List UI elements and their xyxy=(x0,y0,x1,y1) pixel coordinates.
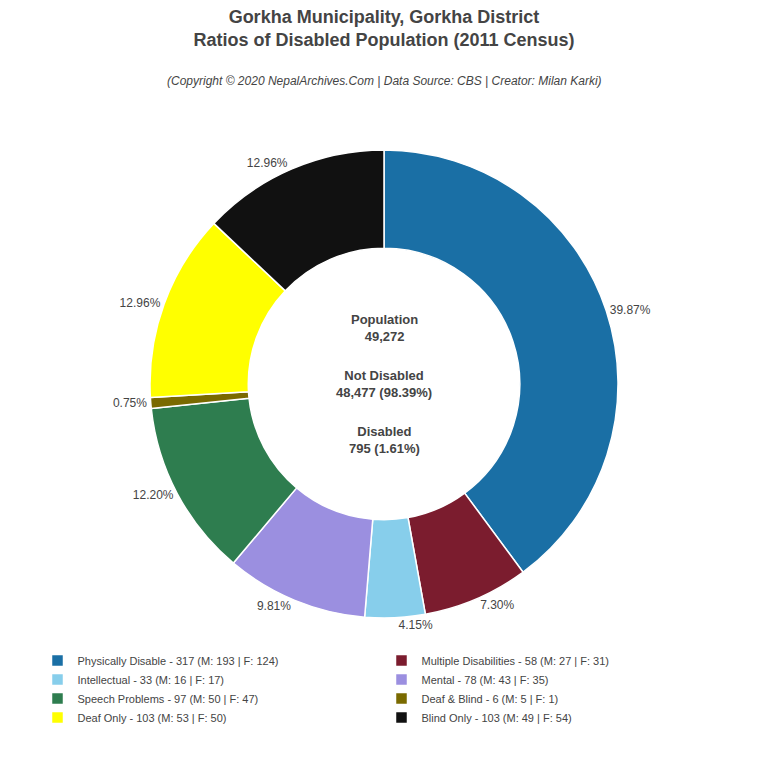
svg-text:4.15%: 4.15% xyxy=(399,618,433,632)
svg-text:12.96%: 12.96% xyxy=(120,296,161,310)
svg-text:9.81%: 9.81% xyxy=(257,599,291,613)
svg-text:Deaf & Blind - 6 (M: 5 | F: 1): Deaf & Blind - 6 (M: 5 | F: 1) xyxy=(422,693,559,705)
svg-text:Disabled795 (1.61%): Disabled795 (1.61%) xyxy=(349,424,420,456)
svg-text:12.96%: 12.96% xyxy=(247,156,288,170)
svg-text:Speech Problems - 97 (M: 50 |: Speech Problems - 97 (M: 50 | F: 47) xyxy=(78,693,259,705)
svg-text:(Copyright © 2020 NepalArchive: (Copyright © 2020 NepalArchives.Com | Da… xyxy=(167,74,602,88)
svg-text:Multiple Disabilities - 58 (M:: Multiple Disabilities - 58 (M: 27 | F: 3… xyxy=(422,655,609,667)
svg-text:Gorkha Municipality, Gorkha Di: Gorkha Municipality, Gorkha DistrictRati… xyxy=(193,7,574,50)
svg-text:12.20%: 12.20% xyxy=(133,488,174,502)
svg-text:Intellectual - 33 (M: 16 | F:: Intellectual - 33 (M: 16 | F: 17) xyxy=(78,674,225,686)
svg-text:7.30%: 7.30% xyxy=(480,598,514,612)
svg-text:Not Disabled48,477 (98.39%): Not Disabled48,477 (98.39%) xyxy=(336,368,432,400)
svg-text:Deaf Only - 103 (M: 53 | F: 50: Deaf Only - 103 (M: 53 | F: 50) xyxy=(78,712,227,724)
svg-text:39.87%: 39.87% xyxy=(610,303,651,317)
svg-text:Blind Only - 103 (M: 49 | F: 5: Blind Only - 103 (M: 49 | F: 54) xyxy=(422,712,572,724)
svg-text:Population49,272: Population49,272 xyxy=(351,312,418,344)
svg-text:Mental - 78 (M: 43 | F: 35): Mental - 78 (M: 43 | F: 35) xyxy=(422,674,549,686)
svg-text:Physically Disable - 317 (M: 1: Physically Disable - 317 (M: 193 | F: 12… xyxy=(78,655,279,667)
svg-text:0.75%: 0.75% xyxy=(113,396,147,410)
